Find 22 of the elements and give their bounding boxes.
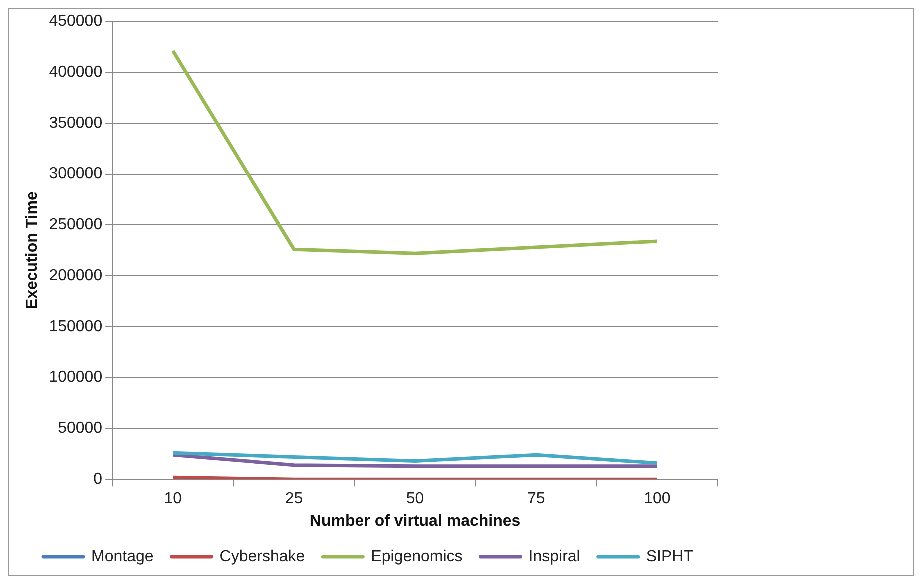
y-axis-title: Execution Time	[24, 192, 42, 310]
x-tick-label: 25	[285, 490, 304, 508]
y-tick-label: 250000	[49, 216, 103, 234]
legend-label: SIPHT	[646, 548, 694, 566]
y-tick-label: 0	[94, 471, 103, 488]
legend-label: Cybershake	[220, 548, 306, 566]
y-tick-label: 400000	[49, 64, 103, 81]
y-tick-label: 300000	[49, 166, 103, 183]
legend-label: Inspiral	[528, 548, 580, 566]
y-tick-label: 100000	[49, 369, 103, 386]
y-tick-label: 450000	[49, 13, 103, 30]
y-tick-label: 200000	[49, 267, 103, 284]
y-tick-label: 50000	[58, 420, 103, 438]
y-tick-label: 150000	[49, 318, 103, 336]
x-tick-label: 10	[164, 490, 182, 508]
legend-label: Montage	[92, 548, 154, 566]
y-tick-label: 350000	[49, 114, 103, 132]
x-tick-label: 50	[406, 490, 424, 508]
x-axis-title: Number of virtual machines	[310, 512, 521, 530]
x-tick-label: 100	[644, 490, 671, 508]
x-tick-label: 75	[527, 490, 546, 508]
legend-label: Epigenomics	[371, 548, 463, 566]
